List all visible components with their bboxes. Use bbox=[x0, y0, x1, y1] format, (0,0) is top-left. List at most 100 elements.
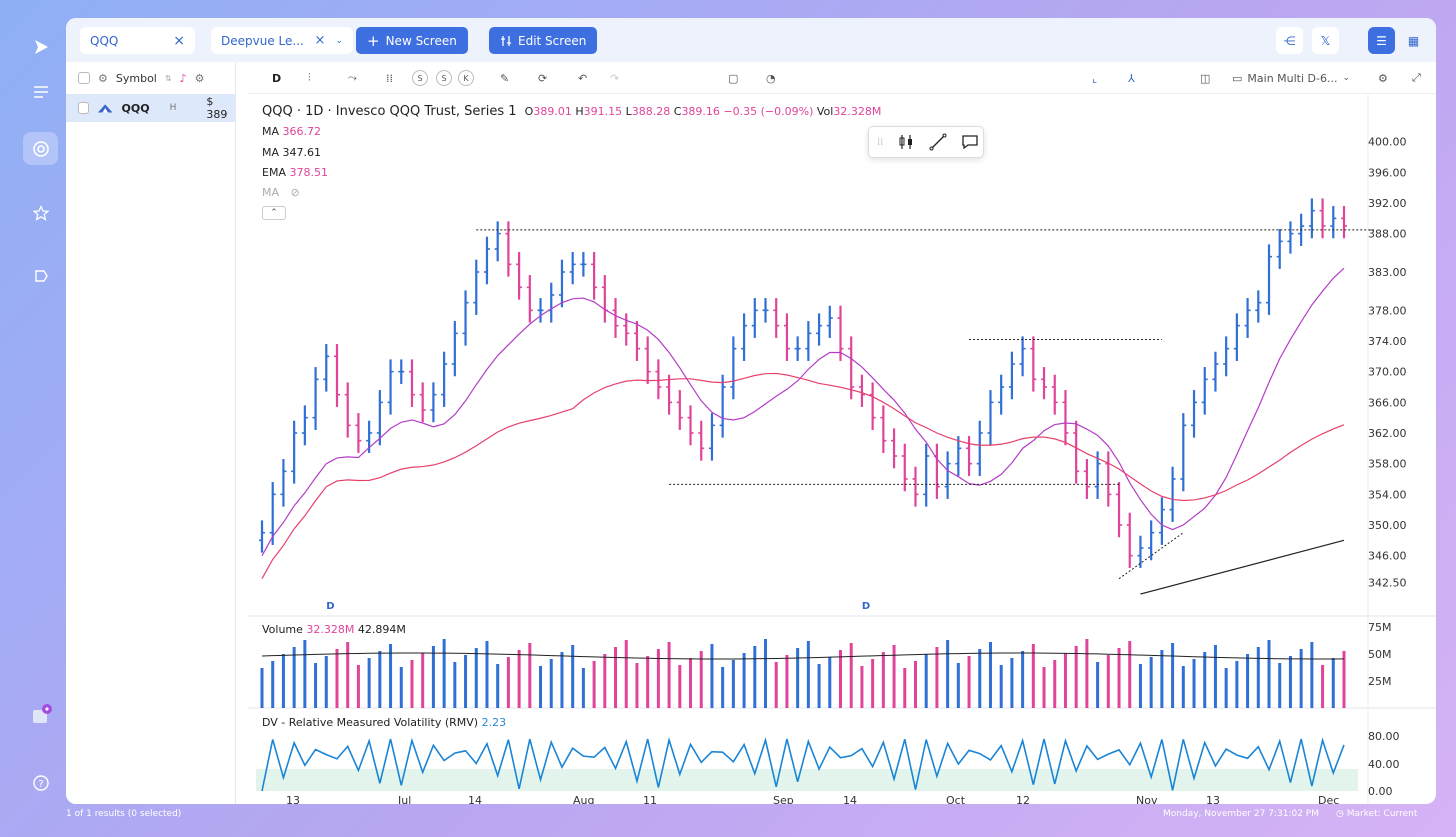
logo-icon[interactable] bbox=[23, 30, 58, 63]
s2-button[interactable]: S bbox=[436, 70, 452, 86]
list-view-icon[interactable]: ☰ bbox=[1368, 27, 1395, 54]
search-box[interactable]: QQQ × bbox=[80, 27, 195, 54]
volume-bar bbox=[260, 668, 264, 708]
help-icon[interactable]: ? bbox=[23, 766, 58, 799]
ema-legend[interactable]: EMA 378.51 bbox=[262, 166, 328, 179]
price-tick-label: 400.00 bbox=[1368, 136, 1407, 149]
volume-bar bbox=[678, 665, 682, 708]
volume-bar bbox=[464, 655, 468, 708]
indicators-icon[interactable]: ⤳ bbox=[348, 71, 357, 84]
hidden-eye-icon[interactable]: ⊘ bbox=[290, 186, 300, 199]
undo-icon[interactable]: ↶ bbox=[578, 71, 588, 85]
rmv-label: DV - Relative Measured Volatility (RMV) bbox=[262, 716, 479, 729]
screener-icon[interactable] bbox=[23, 132, 58, 165]
price-chart[interactable]: 400.00 396.00 392.00 388.00 383.00 378.00 374.… bbox=[248, 94, 1436, 804]
bar-style-icon[interactable]: ⫶ bbox=[308, 71, 311, 84]
price-tick-label: 392.00 bbox=[1368, 197, 1407, 210]
settings-icon[interactable]: ⚙ bbox=[194, 71, 205, 85]
table-row[interactable]: QQQ H $ 389 bbox=[66, 94, 235, 122]
volume-bar bbox=[796, 648, 800, 708]
volume-bar bbox=[1267, 640, 1271, 708]
close-value: 389.16 bbox=[681, 105, 720, 118]
close-tab-icon[interactable]: × bbox=[314, 33, 326, 48]
gear-icon[interactable]: ⚙ bbox=[98, 71, 108, 85]
symbol-column-header[interactable]: Symbol bbox=[115, 71, 157, 85]
flag-icon[interactable] bbox=[23, 259, 58, 292]
ma2-legend[interactable]: MA 347.61 bbox=[262, 146, 321, 159]
ma1-legend[interactable]: MA 366.72 bbox=[262, 125, 321, 138]
eraser-icon[interactable]: ✎ bbox=[500, 71, 510, 85]
row-checkbox[interactable] bbox=[78, 102, 90, 114]
rmv-legend[interactable]: DV - Relative Measured Volatility (RMV) … bbox=[262, 716, 506, 729]
volume-bar bbox=[496, 664, 500, 708]
comment-tool-icon[interactable] bbox=[961, 133, 979, 151]
volume-bar bbox=[903, 668, 907, 708]
volume-bar bbox=[978, 649, 982, 708]
volume-bar bbox=[281, 654, 285, 708]
star-icon[interactable] bbox=[23, 196, 58, 229]
edit-screen-button[interactable]: Edit Screen bbox=[489, 27, 598, 54]
calendar-icon[interactable]: ▢ bbox=[728, 71, 739, 85]
s-button[interactable]: S bbox=[412, 70, 428, 86]
x-social-icon[interactable]: 𝕏 bbox=[1312, 27, 1339, 54]
volume-bar bbox=[581, 668, 585, 708]
chevron-down-icon[interactable]: ⌄ bbox=[335, 35, 343, 46]
guitar-icon[interactable]: ♪ bbox=[179, 71, 187, 85]
volume-bar bbox=[517, 650, 521, 708]
k-button[interactable]: K bbox=[458, 70, 474, 86]
volume-bar bbox=[1171, 643, 1175, 708]
refresh-icon[interactable]: ⟳ bbox=[538, 71, 548, 85]
low-value: 388.28 bbox=[631, 105, 671, 118]
layout-select[interactable]: ▭ Main Multi D-6... ⌄ bbox=[1232, 69, 1350, 87]
volume-bar bbox=[935, 647, 939, 708]
grid-view-icon[interactable]: ▦ bbox=[1407, 33, 1420, 48]
volume-bar bbox=[871, 659, 875, 708]
rmv-line bbox=[261, 736, 1345, 792]
layout-name: Main Multi D-6... bbox=[1247, 71, 1338, 85]
share-icon[interactable]: ⋲ bbox=[1276, 27, 1303, 54]
folder-icon: ▭ bbox=[1232, 71, 1243, 85]
collapse-legend-button[interactable]: ⌃ bbox=[262, 206, 286, 220]
svg-text:?: ? bbox=[38, 779, 43, 790]
volume-bar bbox=[506, 657, 510, 708]
select-all-checkbox[interactable] bbox=[78, 72, 90, 84]
candle-tool-icon[interactable] bbox=[897, 133, 915, 151]
chart-type-icon[interactable]: ⌞ bbox=[1092, 71, 1098, 85]
screen-tab[interactable]: Deepvue Le... × ⌄ bbox=[211, 27, 353, 54]
market-status[interactable]: ◷ Market: Current bbox=[1336, 809, 1418, 819]
sort-icon[interactable]: ⇅ bbox=[164, 73, 172, 83]
x-tick-label: Oct bbox=[946, 794, 966, 804]
volume-bar bbox=[1256, 647, 1260, 708]
volume-bar bbox=[1246, 654, 1250, 708]
volume-bar bbox=[635, 663, 639, 708]
avatar[interactable] bbox=[23, 697, 58, 730]
alert-bell-icon[interactable]: ◔ bbox=[766, 71, 776, 85]
templates-icon[interactable]: ⁞⁞ bbox=[386, 71, 393, 85]
volume-bar bbox=[624, 640, 628, 708]
fullscreen-icon[interactable]: ⤢ bbox=[1412, 71, 1421, 84]
row-flag: H bbox=[169, 103, 177, 113]
volume-bar bbox=[999, 665, 1003, 708]
volume-bar bbox=[421, 653, 425, 708]
new-screen-label: New Screen bbox=[385, 33, 457, 48]
ma3-legend[interactable]: MA ⊘ bbox=[262, 186, 300, 199]
chart-settings-icon[interactable]: ⚙ bbox=[1378, 71, 1388, 85]
drag-handle-icon[interactable]: ⁞⁞ bbox=[877, 136, 884, 148]
x-tick-label: Jul bbox=[397, 794, 411, 804]
trendline-tool-icon[interactable] bbox=[929, 133, 947, 151]
clear-search-icon[interactable]: × bbox=[173, 32, 185, 49]
menu-icon[interactable] bbox=[23, 75, 58, 108]
redo-icon[interactable]: ↷ bbox=[610, 71, 620, 85]
new-screen-button[interactable]: + New Screen bbox=[356, 27, 468, 54]
volume-bar bbox=[1031, 644, 1035, 708]
compare-icon[interactable]: ⅄ bbox=[1128, 71, 1135, 85]
price-tick-label: 358.00 bbox=[1368, 458, 1407, 471]
interval-button[interactable]: D bbox=[272, 71, 282, 85]
layout-icon[interactable]: ◫ bbox=[1200, 71, 1211, 85]
price-tick-label: 374.00 bbox=[1368, 335, 1407, 348]
chart-area[interactable]: 400.00 396.00 392.00 388.00 383.00 378.00 374.… bbox=[248, 94, 1436, 804]
screen-results-panel: ⚙ Symbol ⇅ ♪ ⚙ QQQ H $ 389 bbox=[66, 62, 236, 804]
drawing-toolbar: ⁞⁞ bbox=[868, 126, 984, 158]
volume-bar bbox=[849, 643, 853, 708]
volume-legend[interactable]: Volume 32.328M 42.894M bbox=[262, 623, 406, 636]
